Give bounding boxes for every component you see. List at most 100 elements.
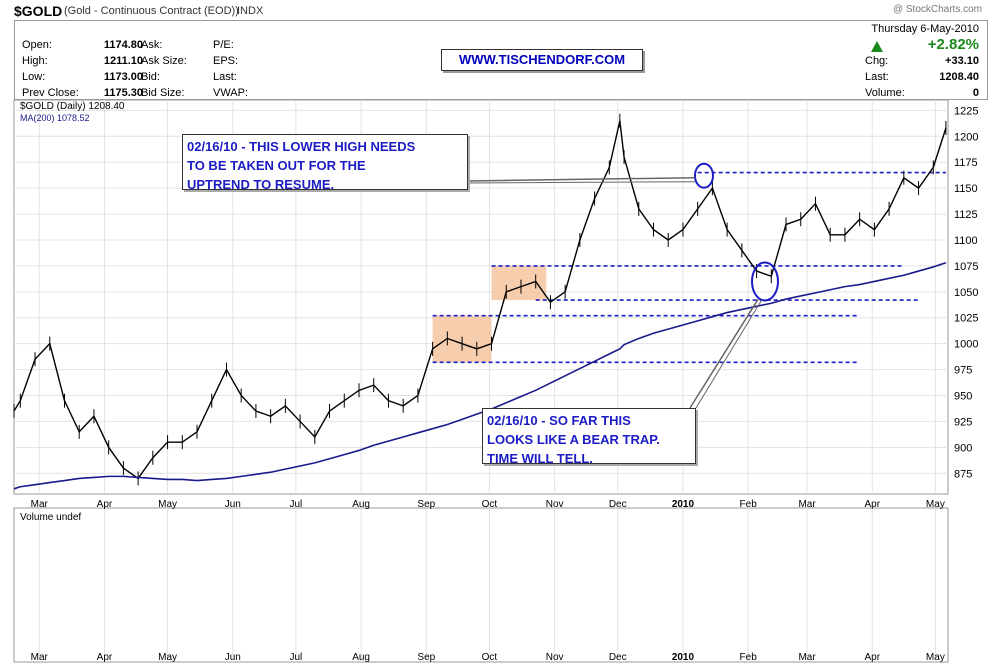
x-tick-label: Oct <box>482 499 498 510</box>
volume-label: Volume: <box>865 87 905 99</box>
open-label: Open: <box>22 39 52 51</box>
right-last-label: Last: <box>865 71 889 83</box>
chart-instrument-name: (Gold - Continuous Contract (EOD)) <box>64 5 239 17</box>
x-tick-label: 2010 <box>672 499 695 510</box>
chart-exchange: INDX <box>237 5 264 17</box>
consolidation-boxes <box>432 265 547 363</box>
price-legend: $GOLD (Daily) 1208.40 <box>20 101 125 112</box>
ma-legend: MA(200) 1078.52 <box>20 113 90 123</box>
y-tick-label: 1150 <box>954 183 978 195</box>
volume-x-tick-label: Sep <box>417 652 435 663</box>
x-tick-label: Mar <box>798 499 816 510</box>
ask-size-label: Ask Size: <box>141 55 187 67</box>
x-tick-label: Nov <box>546 499 564 510</box>
copyright-text: @ StockCharts.com <box>892 4 982 15</box>
bid-size-label: Bid Size: <box>141 87 185 99</box>
y-tick-label: 1000 <box>954 339 978 351</box>
pointer-line-bottom <box>689 299 759 409</box>
lower-high-ellipse <box>693 162 714 189</box>
annotation-lower-high: 02/16/10 - THIS LOWER HIGH NEEDS TO BE T… <box>182 134 468 192</box>
volume-x-tick-label: May <box>926 652 945 663</box>
y-tick-label: 1100 <box>954 235 978 247</box>
x-tick-label: Apr <box>864 499 880 510</box>
volume-panel-frame <box>13 507 949 663</box>
right-last-value: 1208.40 <box>939 71 979 83</box>
y-tick-label: 900 <box>954 442 972 454</box>
x-tick-label: May <box>926 499 945 510</box>
annotation-pointers <box>465 176 763 409</box>
support-resistance-lines <box>432 171 946 364</box>
bid-label: Bid: <box>141 71 160 83</box>
y-tick-label: 1200 <box>954 131 978 143</box>
percent-change: +2.82% <box>927 36 979 53</box>
volume-x-tick-label: Apr <box>864 652 880 663</box>
y-axis-ticks: 875 900 925 950 975 1000 1025 1050 1075 1100 1125 1… <box>954 105 978 480</box>
y-tick-label: 1075 <box>954 261 978 273</box>
volume-x-tick-label: Mar <box>31 652 49 663</box>
pointer-line-top-2 <box>465 181 695 184</box>
website-banner[interactable]: WWW.TISCHENDORF.COM <box>441 49 643 71</box>
x-tick-label: Aug <box>352 499 370 510</box>
volume-x-tick-label: Apr <box>97 652 113 663</box>
chart-symbol: $GOLD <box>14 3 63 19</box>
y-tick-label: 1225 <box>954 105 978 117</box>
open-value: 1174.80 <box>103 39 143 51</box>
pointer-line-bottom-2 <box>695 299 763 409</box>
x-tick-label: Sep <box>417 499 435 510</box>
x-tick-label: Feb <box>740 499 758 510</box>
volume-x-tick-label: Jul <box>289 652 302 663</box>
quote-date: Thursday 6-May-2010 <box>871 23 979 35</box>
eps-label: EPS: <box>213 55 239 67</box>
volume-value: 0 <box>972 87 979 99</box>
ask-label: Ask: <box>141 39 163 51</box>
high-label: High: <box>22 55 48 67</box>
x-axis-ticks: Mar Apr May Jun Jul Aug Sep Oct Nov Dec 2010 Feb Mar… <box>31 499 945 510</box>
prev-close-value: 1175.30 <box>103 87 143 99</box>
highlight-ellipses <box>693 162 779 302</box>
x-tick-label: Mar <box>31 499 49 510</box>
x-tick-label: Jun <box>225 499 241 510</box>
volume-x-tick-label: Feb <box>740 652 758 663</box>
consolidation-box <box>491 265 547 301</box>
volume-x-tick-label: Mar <box>798 652 816 663</box>
bear-trap-ellipse <box>750 261 779 302</box>
prev-close-label: Prev Close: <box>22 87 79 99</box>
volume-x-tick-label: Nov <box>546 652 564 663</box>
low-label: Low: <box>22 71 46 83</box>
volume-x-tick-label: May <box>158 652 177 663</box>
vwap-label: VWAP: <box>213 87 249 99</box>
y-tick-label: 925 <box>954 416 972 428</box>
volume-legend: Volume undef <box>20 512 82 523</box>
volume-x-tick-label: Dec <box>609 652 627 663</box>
pointer-line-top <box>467 176 695 182</box>
volume-x-tick-label: Oct <box>482 652 498 663</box>
x-tick-label: May <box>158 499 177 510</box>
quote-panel: Open: 1174.80 High: 1211.10 Low: 1173.00… <box>14 20 988 100</box>
y-tick-label: 875 <box>954 468 972 480</box>
low-value: 1173.00 <box>103 71 143 83</box>
x-tick-label: Apr <box>97 499 113 510</box>
y-tick-label: 950 <box>954 391 972 403</box>
chg-value: +33.10 <box>945 55 979 67</box>
volume-x-tick-label: Jun <box>225 652 241 663</box>
y-tick-label: 1050 <box>954 287 978 299</box>
high-value: 1211.10 <box>103 55 143 67</box>
up-arrow-icon <box>871 41 883 52</box>
x-tick-label: Jul <box>289 499 302 510</box>
x-tick-label: Dec <box>609 499 627 510</box>
annotation-bear-trap: 02/16/10 - SO FAR THIS LOOKS LIKE A BEAR… <box>482 408 696 466</box>
y-tick-label: 1175 <box>954 157 978 169</box>
y-tick-label: 975 <box>954 365 972 377</box>
volume-x-tick-label: Aug <box>352 652 370 663</box>
price-series-line <box>13 120 947 480</box>
volume-x-axis-ticks: Mar Apr May Jun Jul Aug Sep Oct Nov Dec 2010 Feb Mar… <box>31 652 945 663</box>
series-lines <box>13 113 947 490</box>
last-label: Last: <box>213 71 237 83</box>
price-panel-frame <box>13 99 949 495</box>
chg-label: Chg: <box>865 55 889 67</box>
y-tick-label: 1125 <box>954 209 978 221</box>
y-tick-label: 1025 <box>954 313 978 325</box>
pe-label: P/E: <box>213 39 234 51</box>
volume-x-tick-label: 2010 <box>672 652 695 663</box>
